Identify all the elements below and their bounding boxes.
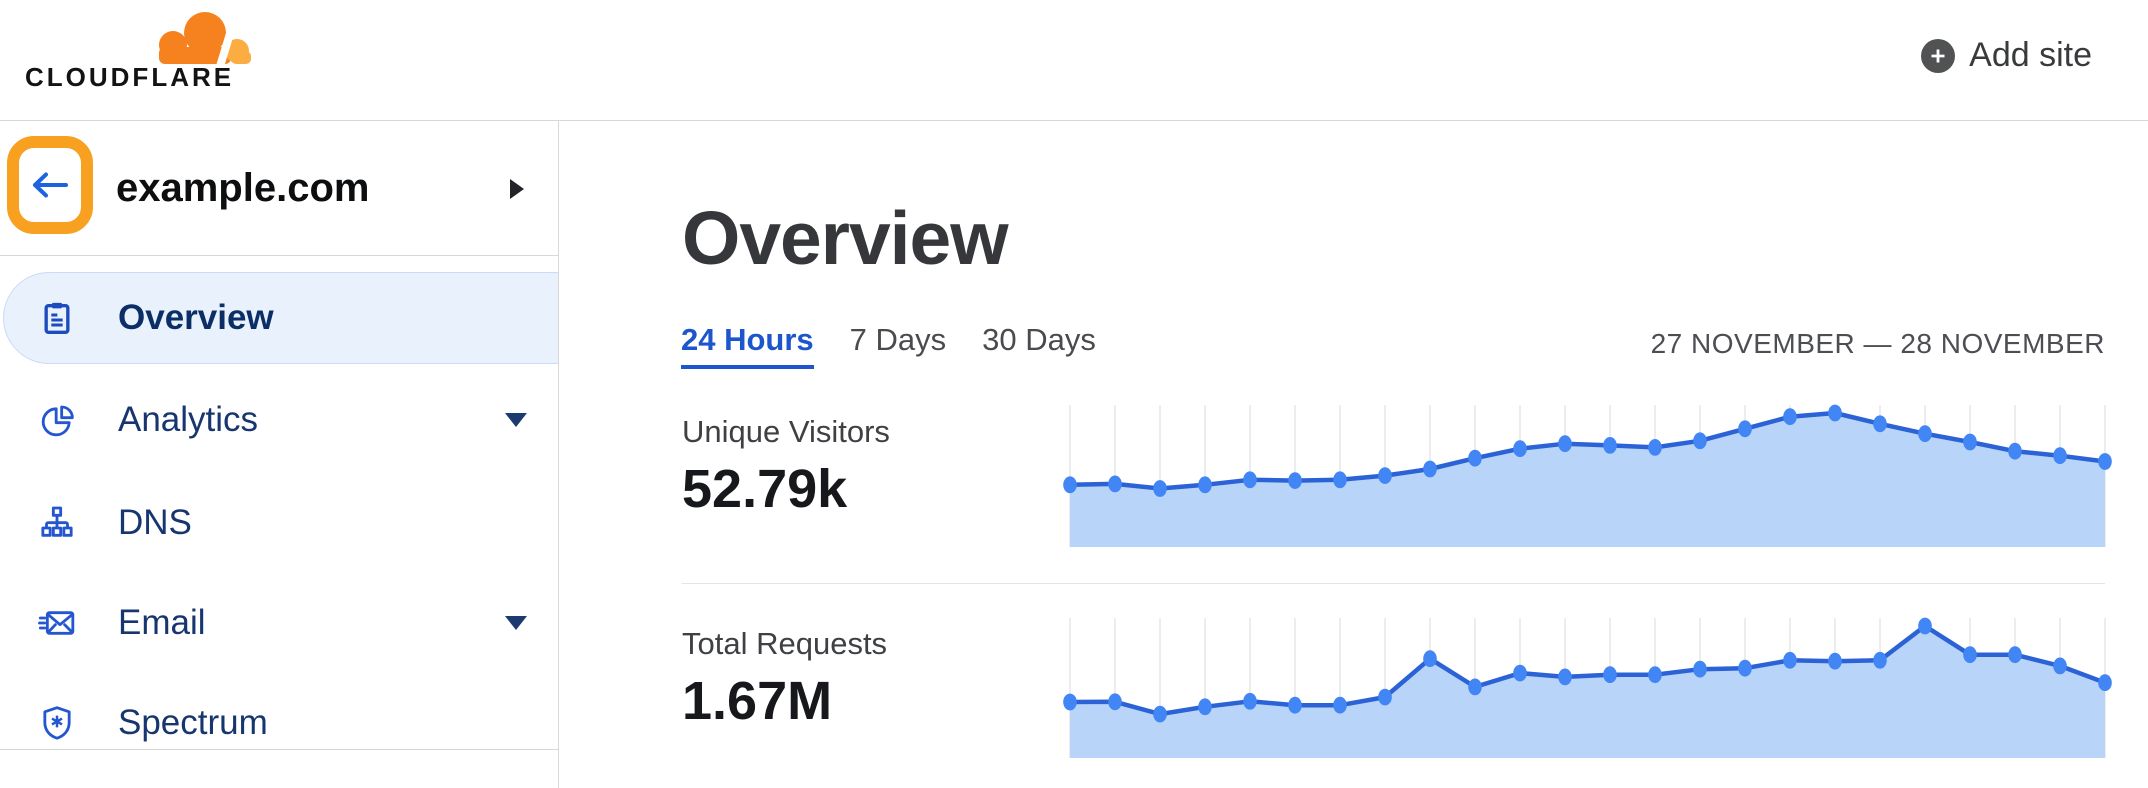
sidebar-item-label: Email xyxy=(118,603,206,642)
add-site-label: Add site xyxy=(1969,36,2092,74)
sitemap-icon xyxy=(37,503,77,543)
logo-wordmark: CLOUDFLARE xyxy=(25,62,235,92)
top-header: CLOUDFLARE Add site xyxy=(0,0,2148,121)
sidebar-item-label: Overview xyxy=(118,298,274,337)
plus-icon xyxy=(1921,38,1956,73)
cloudflare-cloud-icon xyxy=(159,12,251,64)
clipboard-icon xyxy=(37,298,77,338)
envelope-icon xyxy=(37,603,77,643)
site-expand-caret-icon[interactable] xyxy=(510,179,524,199)
sidebar-item-spectrum[interactable]: Spectrum xyxy=(0,677,558,769)
tab-30-days[interactable]: 30 Days xyxy=(982,322,1096,357)
sidebar-item-email[interactable]: Email xyxy=(0,577,558,669)
add-site-button[interactable]: Add site xyxy=(1921,36,2092,75)
sidebar-item-label: DNS xyxy=(118,503,192,542)
section-divider xyxy=(682,583,2105,584)
sidebar-item-dns[interactable]: DNS xyxy=(0,477,558,569)
chevron-down-icon[interactable] xyxy=(505,616,527,630)
date-range-label: 27 NOVEMBER — 28 NOVEMBER xyxy=(1650,328,2105,359)
back-button-highlight xyxy=(7,136,93,234)
tab-7-days[interactable]: 7 Days xyxy=(849,322,947,357)
unique-visitors-label: Unique Visitors xyxy=(682,414,890,449)
sidebar-item-label: Analytics xyxy=(118,400,259,439)
pie-chart-icon xyxy=(37,400,77,440)
chevron-down-icon[interactable] xyxy=(505,413,527,427)
total-requests-chart[interactable] xyxy=(1063,617,2112,758)
time-range-tabs: 24 Hours 7 Days 30 Days xyxy=(681,322,1096,369)
site-header-row: example.com xyxy=(0,121,558,256)
main-content: Overview 24 Hours 7 Days 30 Days 27 NOVE… xyxy=(559,121,2148,788)
unique-visitors-value: 52.79k xyxy=(682,459,848,519)
active-item-pill xyxy=(3,272,558,364)
sidebar-item-analytics[interactable]: Analytics xyxy=(0,374,558,466)
cloudflare-logo[interactable]: CLOUDFLARE xyxy=(25,2,270,97)
sidebar-item-overview[interactable]: Overview xyxy=(0,272,558,364)
total-requests-value: 1.67M xyxy=(682,671,833,731)
page-title: Overview xyxy=(682,196,1009,280)
back-arrow-icon[interactable] xyxy=(30,169,70,201)
shield-icon xyxy=(37,703,77,743)
sidebar-item-label: Spectrum xyxy=(118,703,268,742)
total-requests-label: Total Requests xyxy=(682,626,888,661)
sidebar: example.com Overview An xyxy=(0,121,559,788)
unique-visitors-chart[interactable] xyxy=(1063,404,2112,547)
site-name: example.com xyxy=(116,166,370,210)
tab-24-hours[interactable]: 24 Hours xyxy=(681,322,814,369)
sidebar-section-divider xyxy=(0,749,558,750)
